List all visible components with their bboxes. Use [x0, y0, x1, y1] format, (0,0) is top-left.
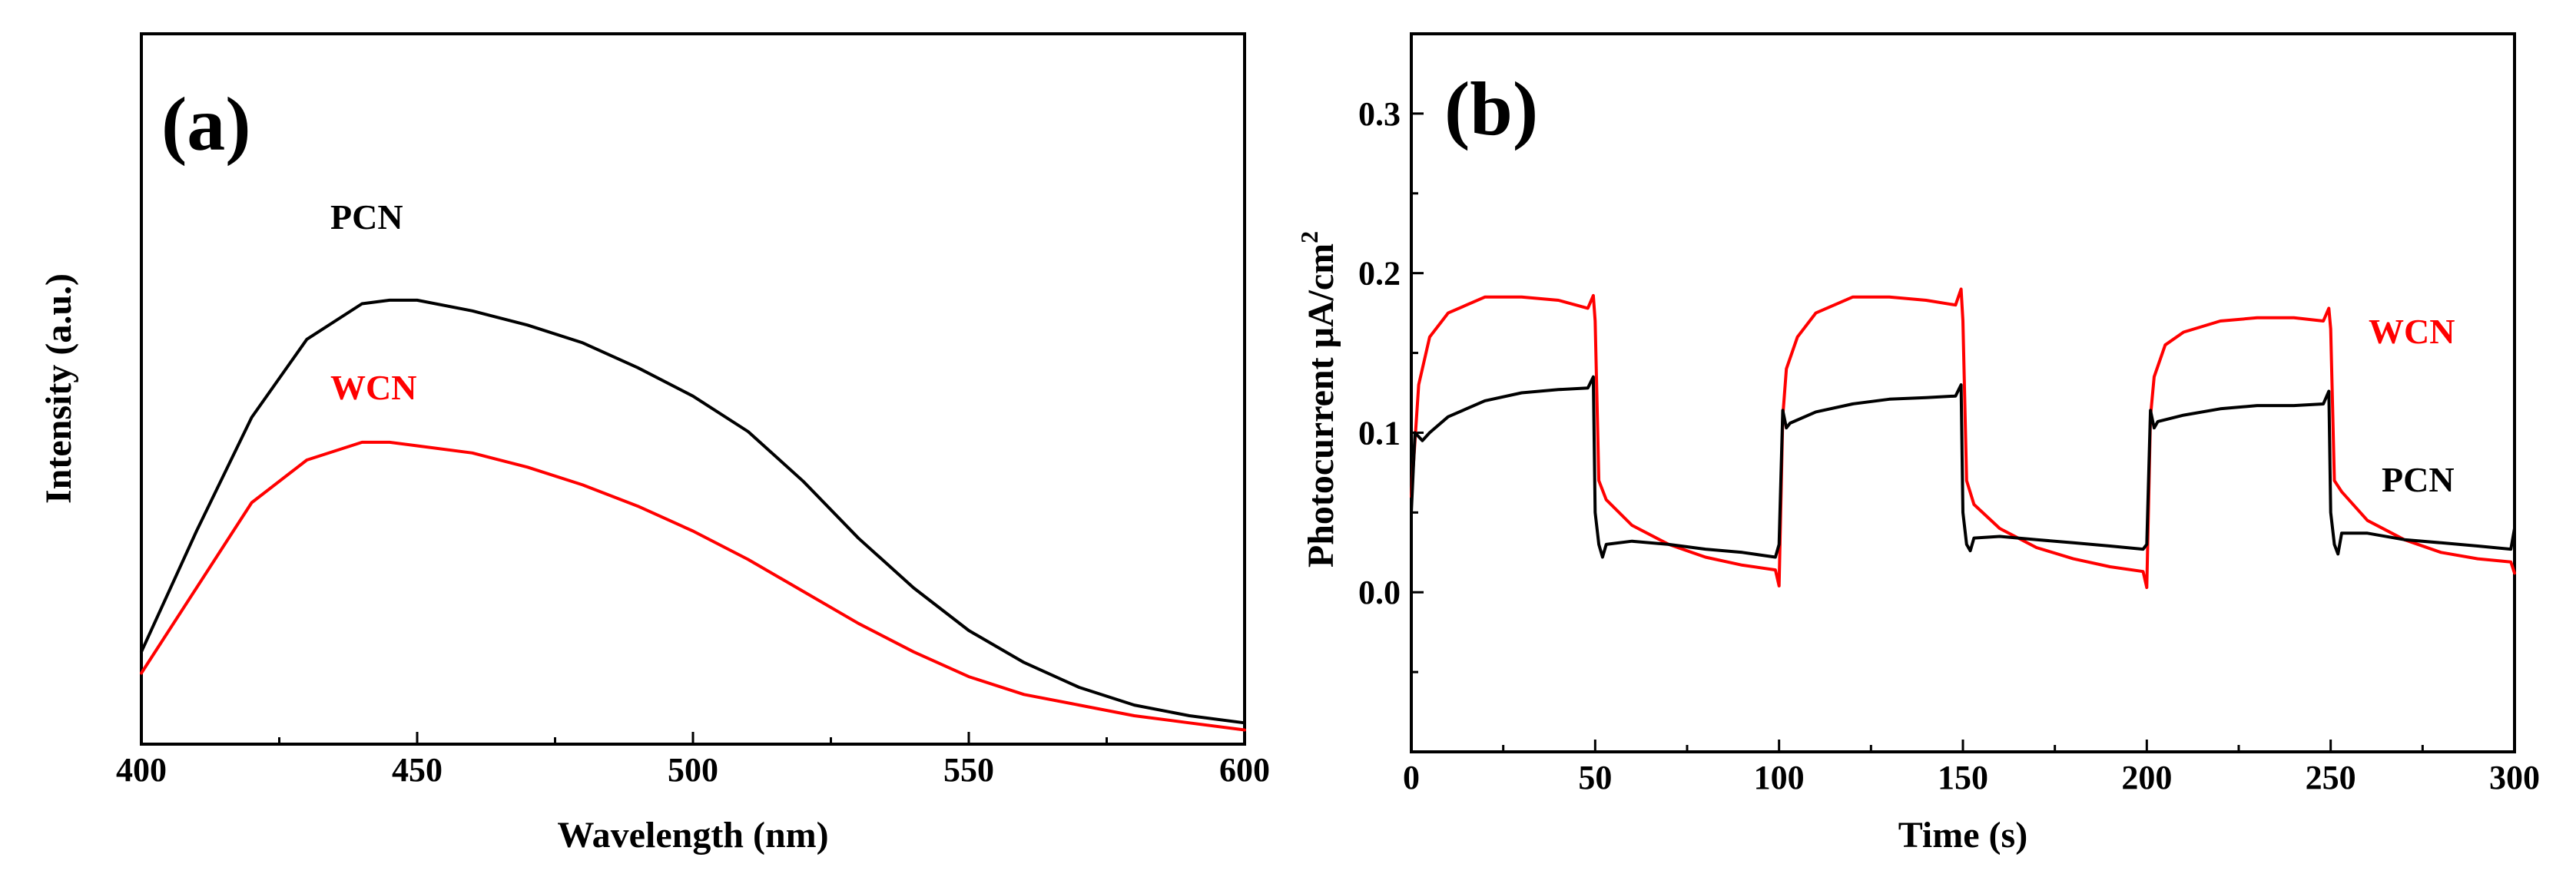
- panel-b-label: (b): [1444, 66, 1538, 151]
- x-tick-label: 100: [1754, 759, 1805, 796]
- panel-a-x-ticks: 400 450 500 550 600: [116, 732, 1270, 789]
- y-tick-label: 0.1: [1358, 414, 1401, 452]
- x-tick-label: 200: [2121, 759, 2172, 796]
- x-tick-label: 0: [1403, 759, 1420, 796]
- panel-a-label: (a): [161, 81, 251, 167]
- panel-b-x-ticks: 0 50 100 150 200 250 300: [1403, 740, 2540, 796]
- panel-b-legend-pcn: PCN: [2382, 460, 2455, 499]
- x-tick-label: 150: [1938, 759, 1988, 796]
- y-tick-label: 0.0: [1358, 574, 1401, 611]
- panel-b-photocurrent-chart: (b) 0 50 100 150 200 250 300 0.00.10.20.3 WCN …: [1295, 32, 2540, 856]
- panel-b-legend-wcn: WCN: [2369, 312, 2455, 351]
- panel-a-spectrum-chart: (a) 400 450 500 550 600 PCN WCN Wavelength (…: [38, 32, 1270, 856]
- panel-a-plot-frame: [140, 32, 1246, 746]
- x-tick-label: 400: [116, 751, 167, 789]
- panel-b-y-axis-title-superscript: 2: [1295, 231, 1323, 243]
- y-tick-label: 0.3: [1358, 95, 1401, 133]
- x-tick-label: 250: [2306, 759, 2356, 796]
- panel-b-y-ticks: 0.0 0.1 0.2 0.3: [1358, 95, 1424, 674]
- panel-b-y-axis-title-main: Photocurrent μA/cm: [1301, 243, 1341, 568]
- panel-b-plot-frame: [1410, 32, 2516, 753]
- x-tick-label: 550: [943, 751, 994, 789]
- x-tick-label: 500: [668, 751, 718, 789]
- panel-a-legend-wcn: WCN: [330, 368, 416, 407]
- panel-a-series-wcn-line: [140, 440, 1246, 732]
- panel-b-x-axis-title: Time (s): [1898, 815, 2027, 856]
- panel-b-y-axis-title: Photocurrent μA/cm2: [1295, 231, 1341, 568]
- panel-a-legend-pcn: PCN: [330, 197, 403, 237]
- panel-a-y-axis-title: Intensity (a.u.): [38, 273, 79, 504]
- x-tick-label: 300: [2489, 759, 2540, 796]
- panel-b-series-pcn-line: [1410, 375, 2516, 559]
- panel-a-x-axis-title: Wavelength (nm): [557, 815, 828, 856]
- y-tick-label: 0.2: [1358, 255, 1401, 293]
- x-tick-label: 600: [1219, 751, 1270, 789]
- x-tick-label: 450: [392, 751, 443, 789]
- panel-a-series-pcn-line: [140, 298, 1246, 725]
- panel-b-series-wcn-line: [1410, 287, 2516, 589]
- x-tick-label: 50: [1578, 759, 1612, 796]
